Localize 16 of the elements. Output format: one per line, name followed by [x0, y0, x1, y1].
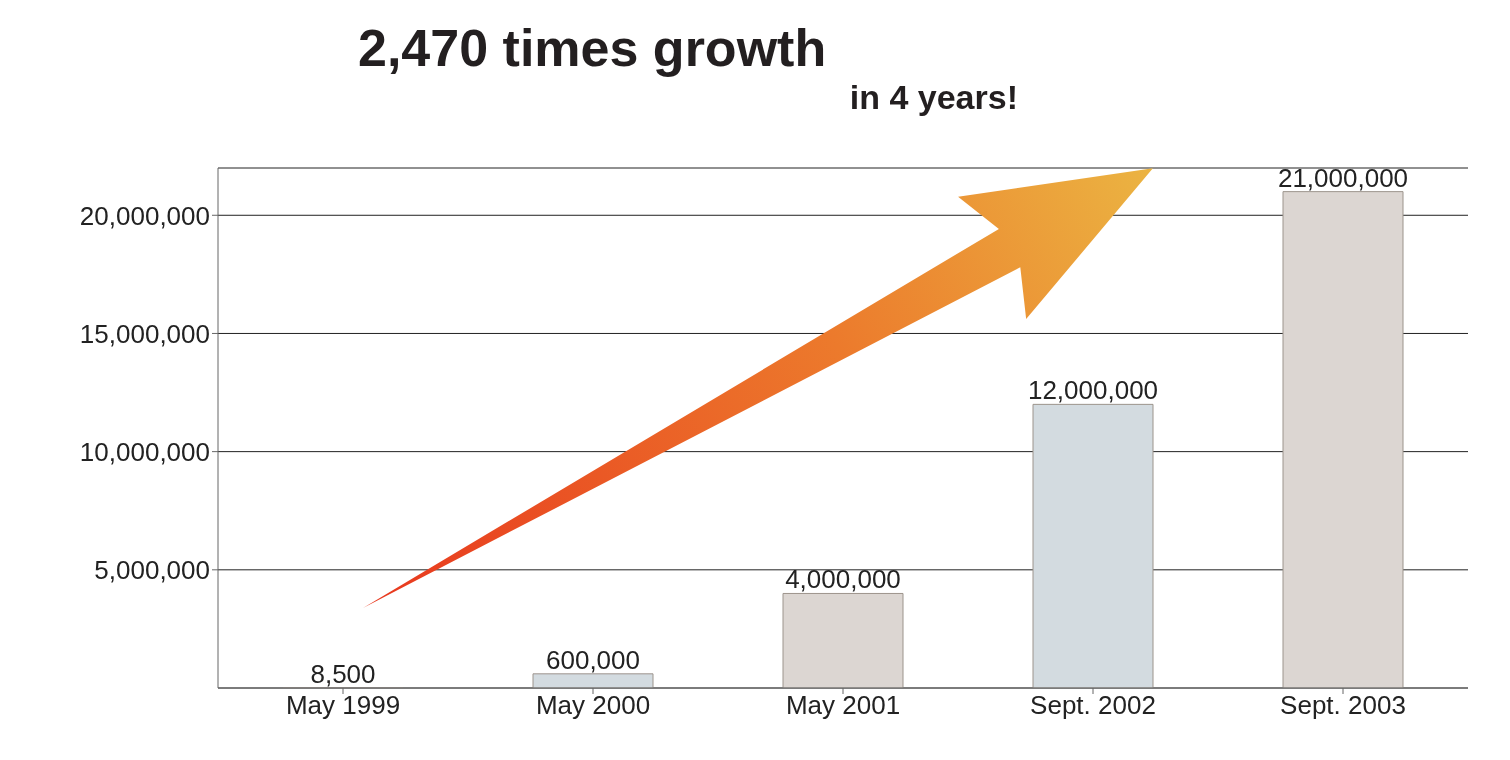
y-tick-label: 5,000,000 [94, 555, 210, 586]
y-tick-label: 20,000,000 [79, 200, 210, 231]
x-tick-label: Sept. 2002 [1030, 690, 1156, 721]
y-tick-label: 10,000,000 [79, 436, 210, 467]
x-tick-label: Sept. 2003 [1280, 690, 1406, 721]
x-tick-label: May 2001 [785, 690, 901, 721]
y-tick-label: 15,000,000 [79, 318, 210, 349]
data-label: 21,000,000 [1277, 162, 1409, 193]
x-tick-label: May 2000 [535, 690, 651, 721]
chart-title: 2,470 times growth [358, 18, 828, 78]
data-label: 4,000,000 [785, 564, 901, 595]
x-tick-label: May 1999 [285, 690, 401, 721]
data-label: 8,500 [310, 658, 376, 689]
chart-subtitle: in 4 years! [848, 78, 1018, 117]
data-label: 600,000 [546, 644, 640, 675]
data-label: 12,000,000 [1027, 375, 1159, 406]
